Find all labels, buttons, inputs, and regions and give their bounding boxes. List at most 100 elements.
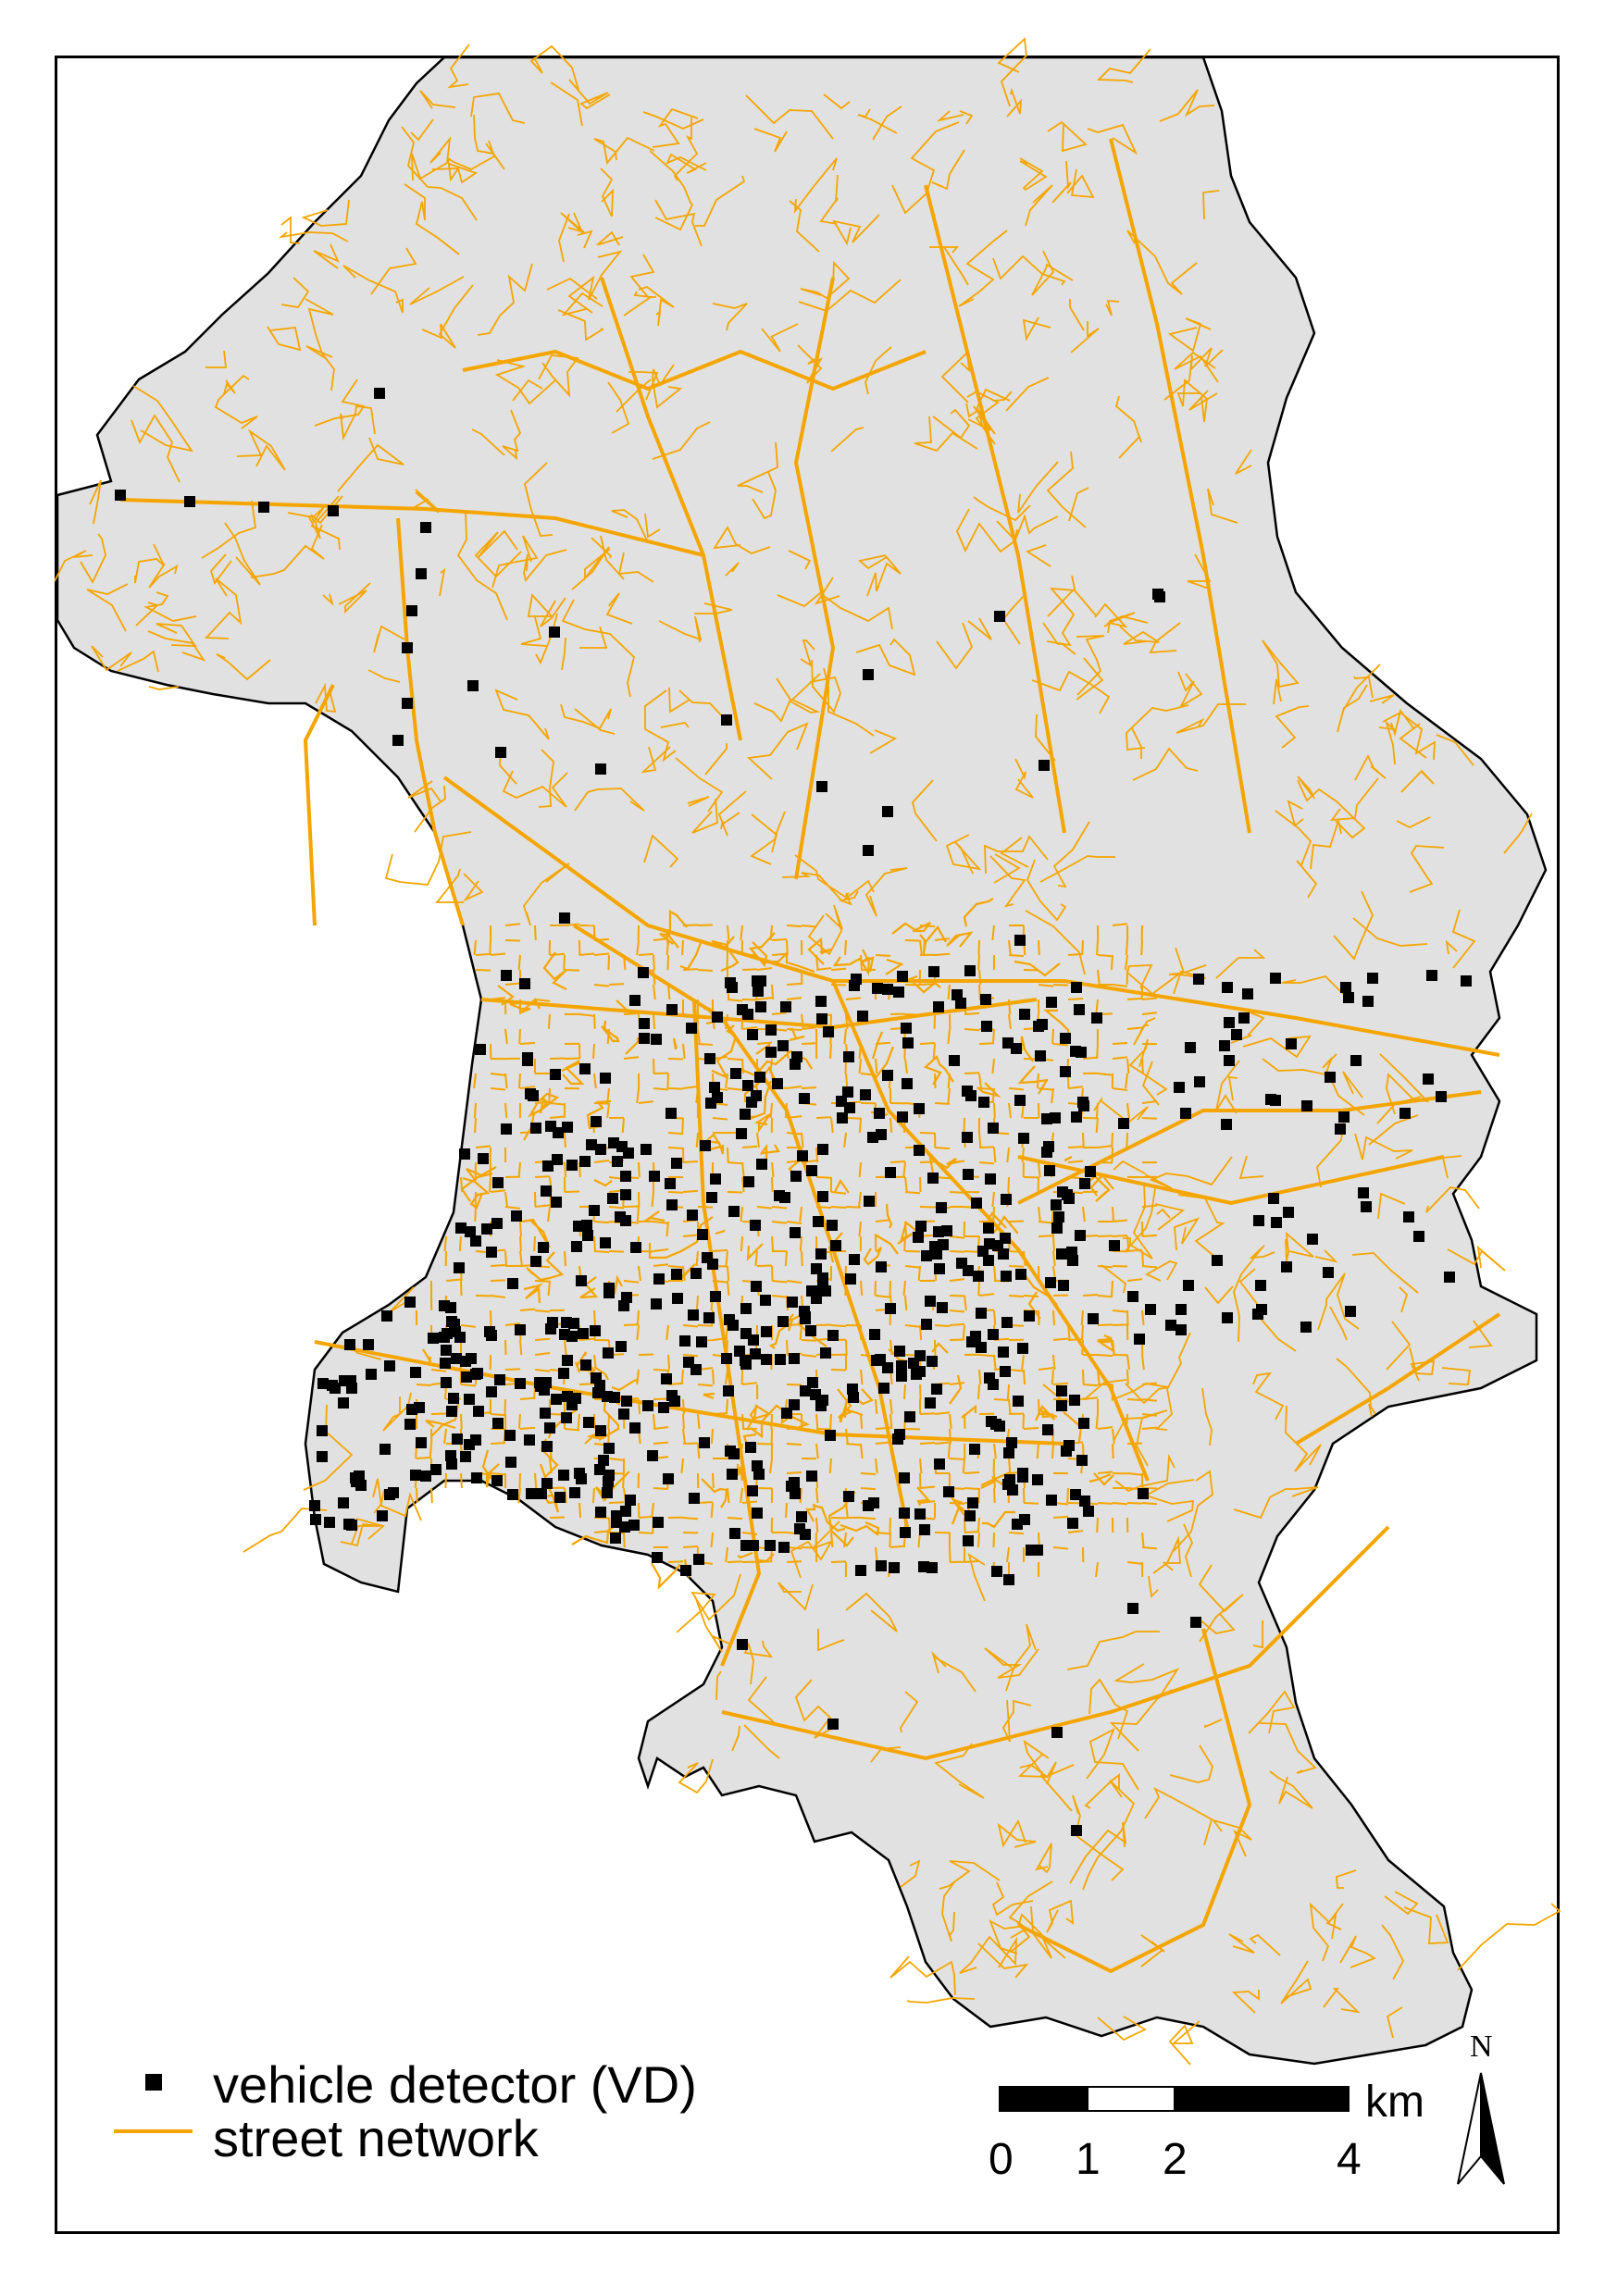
street-segment — [370, 247, 417, 295]
street-grid — [726, 954, 728, 971]
street-segment — [1233, 1486, 1319, 1520]
street-segment — [923, 1055, 954, 1086]
street-grid — [727, 1517, 743, 1520]
vehicle-detector — [889, 1562, 900, 1573]
street-segment — [1399, 1286, 1409, 1313]
street-grid — [727, 1058, 743, 1061]
vehicle-detector — [902, 1037, 914, 1049]
street-grid — [1006, 1147, 1010, 1163]
vehicle-detector — [1058, 1280, 1069, 1291]
street-segment — [267, 326, 302, 352]
vehicle-detector — [1362, 996, 1374, 1007]
vehicle-detector — [586, 1139, 597, 1150]
street-grid — [1141, 1426, 1158, 1430]
street-grid — [741, 1500, 758, 1504]
street-grid — [638, 1161, 641, 1178]
street-grid — [919, 1500, 936, 1504]
street-segment — [1066, 168, 1095, 199]
street-segment — [900, 1859, 921, 1888]
vehicle-detector — [815, 996, 827, 1007]
street-grid — [608, 1250, 625, 1253]
street-segment — [280, 277, 310, 308]
street-grid — [1097, 1323, 1113, 1326]
vehicle-detector — [594, 1380, 605, 1391]
street-grid — [919, 925, 936, 928]
vehicle-detector — [787, 1297, 798, 1308]
street-segment — [1441, 1367, 1472, 1385]
street-grid — [740, 1487, 743, 1504]
street-grid — [710, 1532, 714, 1548]
street-grid — [725, 1398, 728, 1415]
vehicle-detector — [388, 1487, 399, 1498]
street-segment — [916, 1486, 931, 1507]
vehicle-detector — [747, 1485, 758, 1496]
vehicle-detector — [317, 1425, 328, 1436]
street-segment — [717, 790, 747, 837]
street-grid — [490, 1264, 506, 1267]
street-grid — [653, 1058, 655, 1074]
street-grid — [444, 1472, 447, 1489]
vehicle-detector — [652, 1552, 663, 1563]
vehicle-detector — [949, 1055, 960, 1066]
vehicle-detector — [639, 1033, 650, 1044]
street-segment — [404, 183, 460, 255]
vehicle-detector — [379, 1444, 391, 1455]
vehicle-detector — [688, 1309, 699, 1321]
vehicle-detector — [696, 1336, 707, 1347]
vehicle-detector — [864, 1196, 875, 1207]
vehicle-detector — [742, 1080, 753, 1091]
street-segment — [560, 703, 612, 730]
street-grid — [533, 1235, 536, 1252]
street-grid — [1096, 939, 1099, 956]
street-grid — [608, 1458, 625, 1461]
street-grid — [1008, 1398, 1012, 1415]
street-grid — [771, 984, 775, 1000]
street-grid — [1095, 999, 1099, 1015]
vehicle-detector — [1074, 1004, 1085, 1015]
street-grid — [786, 1322, 802, 1326]
street-segment — [593, 1366, 609, 1381]
vehicle-detector — [536, 1488, 547, 1499]
vehicle-detector — [1180, 1108, 1191, 1119]
vehicle-detector — [1017, 1468, 1028, 1479]
vehicle-detector — [355, 1480, 367, 1491]
street-segment — [1382, 711, 1436, 761]
vehicle-detector — [406, 605, 417, 616]
vehicle-detector — [728, 1206, 740, 1217]
street-grid — [1022, 1413, 1025, 1430]
street-grid — [1140, 939, 1143, 956]
street-grid — [875, 1398, 878, 1415]
street-grid — [1038, 1367, 1054, 1371]
street-segment — [1451, 909, 1476, 969]
street-grid — [727, 999, 743, 1002]
vehicle-detector — [927, 1173, 939, 1184]
street-grid — [993, 1443, 997, 1459]
street-grid — [519, 1426, 536, 1430]
vehicle-detector — [410, 1367, 421, 1378]
street-segment — [148, 563, 179, 589]
vehicle-detector — [679, 1335, 690, 1347]
street-grid — [769, 1102, 773, 1119]
street-segment — [819, 174, 839, 225]
vehicle-detector — [817, 1191, 828, 1202]
street-grid — [667, 1058, 684, 1061]
street-segment — [936, 110, 964, 122]
street-segment — [1069, 299, 1085, 331]
vehicle-detector — [630, 1242, 641, 1253]
vehicle-detector — [1242, 988, 1253, 999]
street-segment — [1337, 684, 1368, 733]
street-grid — [518, 1028, 521, 1045]
vehicle-detector — [1231, 1029, 1242, 1040]
street-grid — [949, 1428, 952, 1445]
vehicle-detector — [885, 1167, 896, 1178]
street-segment — [1087, 123, 1138, 155]
street-grid — [815, 1147, 819, 1163]
street-segment — [720, 812, 740, 830]
street-segment — [1047, 575, 1076, 617]
street-segment — [746, 1404, 772, 1431]
vehicle-detector — [810, 1389, 821, 1400]
street-segment — [625, 1037, 640, 1055]
street-grid — [607, 1428, 610, 1445]
street-segment — [737, 441, 778, 493]
vehicle-detector — [774, 1190, 785, 1201]
